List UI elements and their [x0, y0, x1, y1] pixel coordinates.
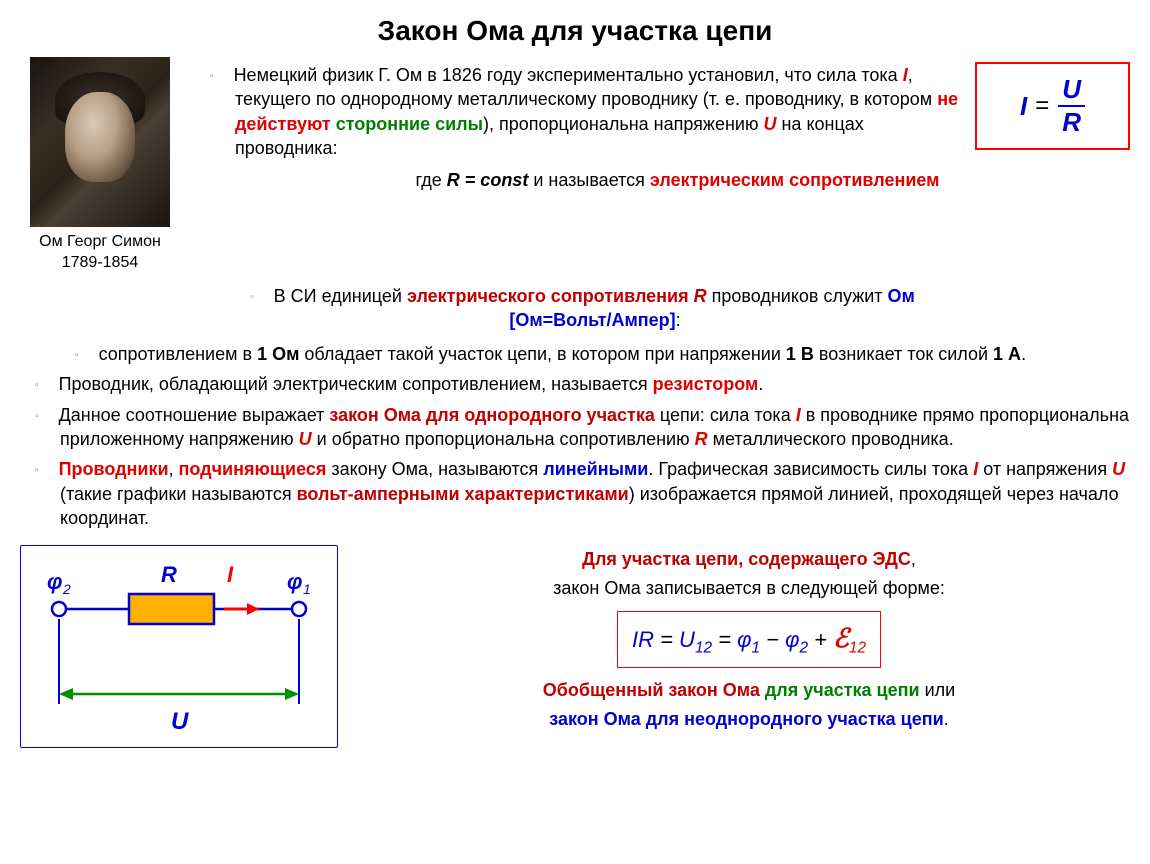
- ohm-portrait: [30, 57, 170, 227]
- intro-text: Немецкий физик Г. Ом в 1826 году экспери…: [195, 57, 960, 201]
- emf-formula: IR = U12 = φ1 − φ2 + ℰ12: [617, 611, 881, 668]
- portrait-column: Ом Георг Симон 1789-1854: [20, 57, 180, 274]
- svg-text:U: U: [171, 708, 189, 735]
- svg-text:I: I: [227, 562, 234, 587]
- svg-text:φ: φ: [47, 569, 62, 594]
- bottom-row: φ 2 φ 1 R I U Для участка цепи, содержащ…: [20, 545, 1130, 748]
- si-unit-line: В СИ единицей электрического сопротивлен…: [60, 284, 1090, 333]
- svg-text:1: 1: [303, 581, 311, 597]
- svg-text:φ: φ: [287, 569, 302, 594]
- svg-text:R: R: [161, 562, 177, 587]
- main-formula-box: I= UR: [975, 62, 1130, 150]
- circuit-diagram: φ 2 φ 1 R I U: [20, 545, 338, 748]
- svg-text:2: 2: [62, 581, 71, 597]
- portrait-caption: Ом Георг Симон 1789-1854: [20, 232, 180, 274]
- top-row: Ом Георг Симон 1789-1854 Немецкий физик …: [20, 57, 1130, 274]
- where-line: где R = const и называется электрическим…: [395, 170, 960, 191]
- linear-line: Проводники, подчиняющиеся закону Ома, на…: [20, 457, 1130, 530]
- law-line: Данное соотношение выражает закон Ома дл…: [20, 403, 1130, 452]
- resistor-line: Проводник, обладающий электрическим сопр…: [20, 372, 1130, 396]
- emf-section: Для участка цепи, содержащего ЭДС, закон…: [368, 545, 1130, 733]
- page-title: Закон Ома для участка цепи: [20, 15, 1130, 47]
- one-ohm-def: сопротивлением в 1 Ом обладает такой уча…: [20, 342, 1130, 366]
